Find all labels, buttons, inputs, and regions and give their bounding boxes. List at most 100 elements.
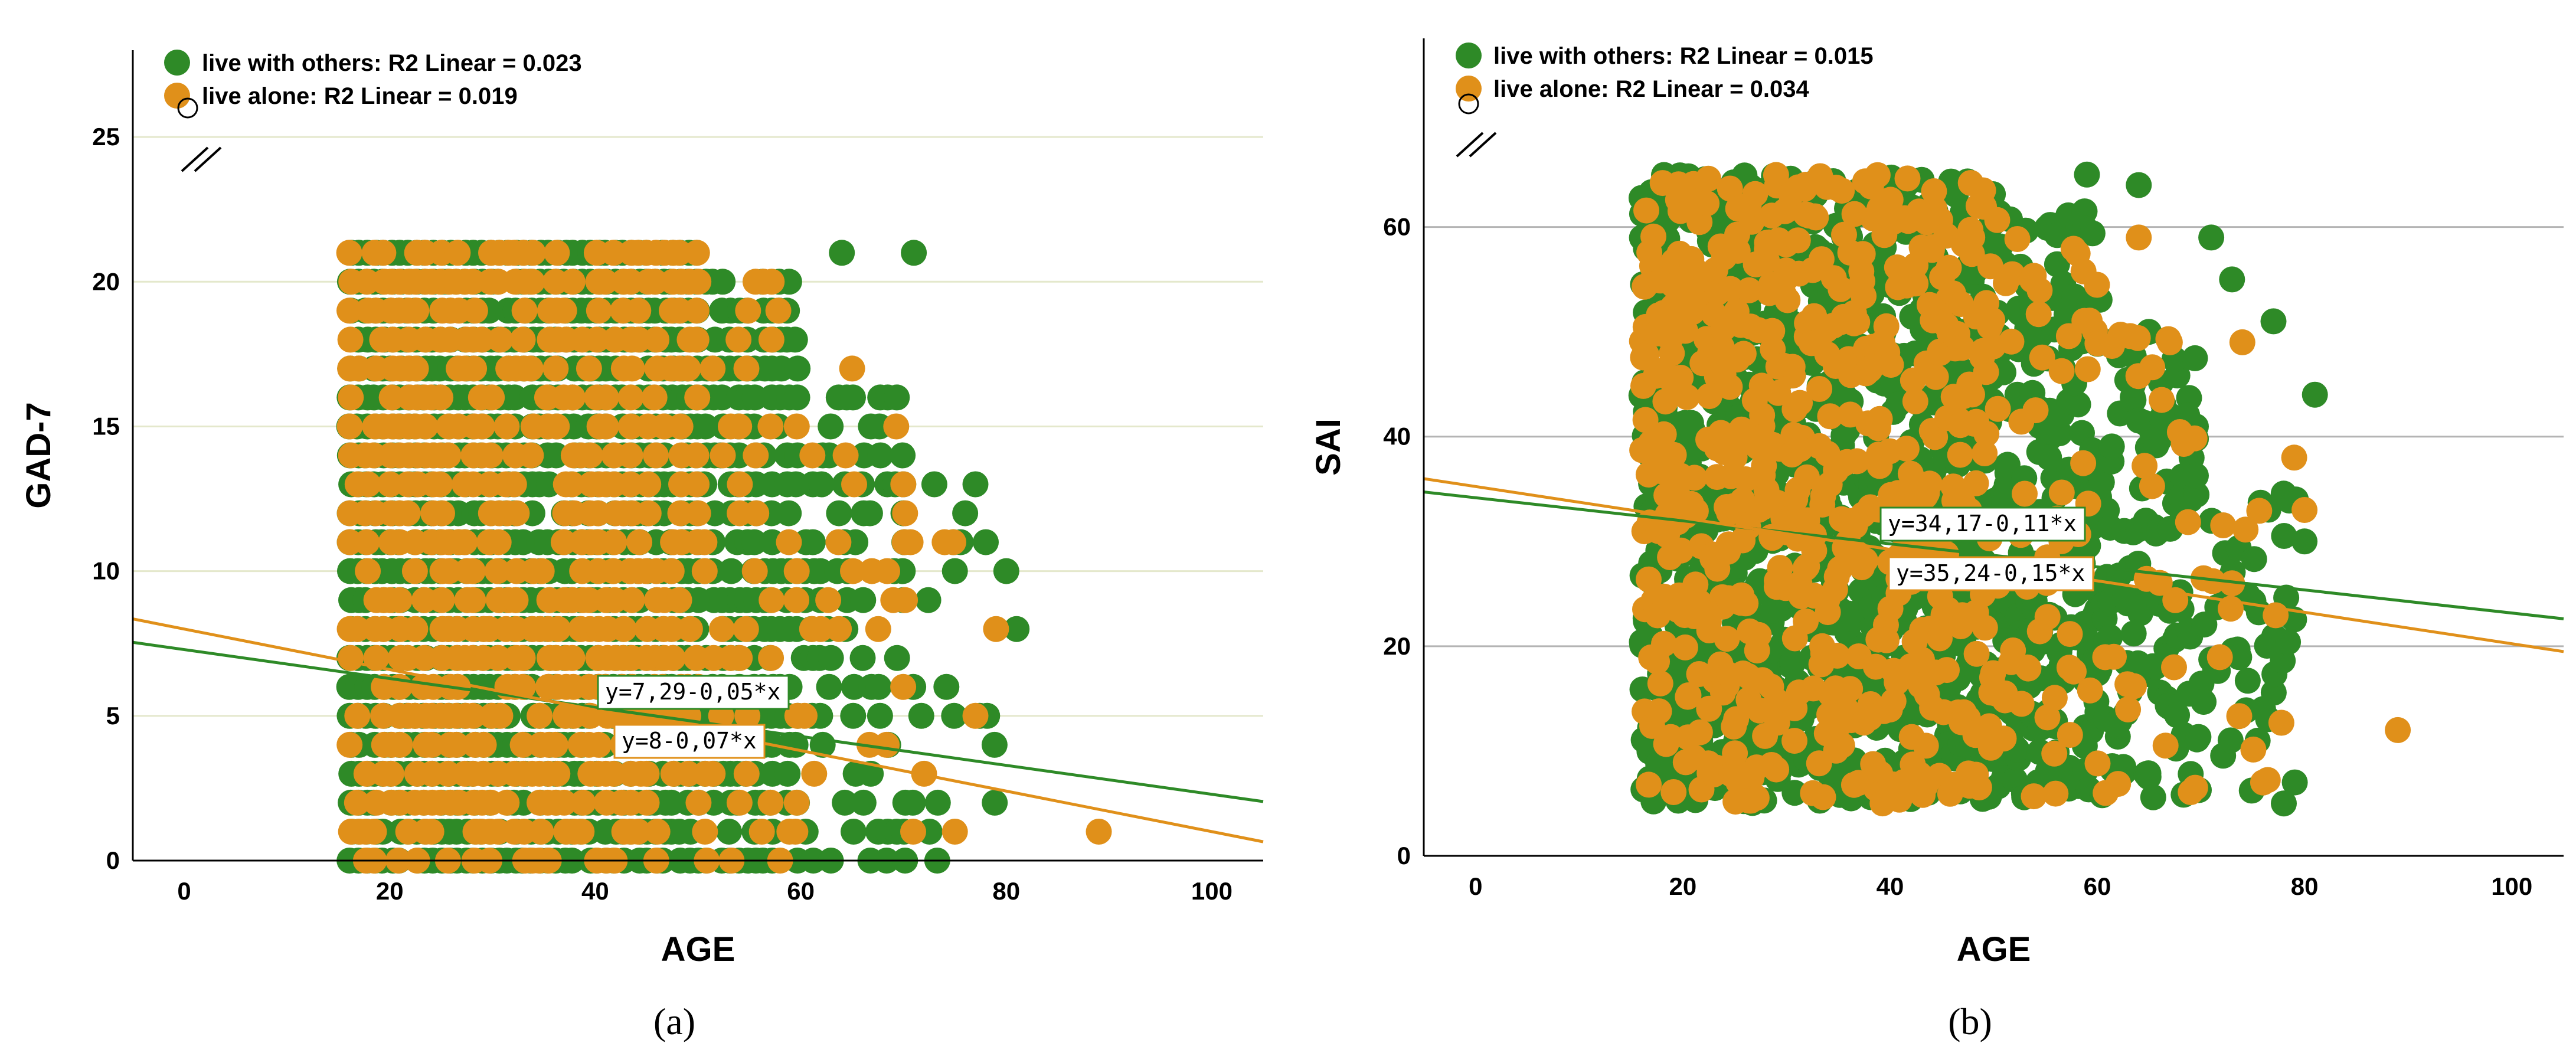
point-alone	[808, 616, 834, 642]
point-alone	[983, 616, 1009, 642]
point-alone	[444, 240, 471, 266]
point-alone	[1736, 277, 1763, 303]
point-others	[2219, 266, 2245, 293]
point-alone	[509, 731, 536, 758]
point-alone	[962, 702, 989, 729]
point-alone	[470, 731, 497, 758]
point-alone	[570, 789, 596, 816]
point-alone	[2226, 703, 2253, 730]
point-alone	[659, 645, 686, 671]
point-alone	[586, 731, 612, 758]
point-alone	[684, 384, 711, 411]
point-alone	[527, 702, 553, 729]
point-alone	[2034, 704, 2061, 731]
point-alone	[684, 240, 710, 266]
point-alone	[1714, 626, 1740, 652]
point-alone	[743, 442, 769, 469]
point-alone	[890, 471, 917, 498]
point-alone	[493, 413, 520, 440]
point-alone	[641, 384, 668, 411]
point-alone	[412, 413, 439, 440]
point-alone	[783, 789, 810, 816]
point-alone	[2029, 344, 2055, 371]
point-alone	[1636, 566, 1662, 593]
x-tick-label: 0	[177, 877, 191, 905]
point-alone	[2152, 732, 2179, 759]
point-others	[2217, 727, 2244, 754]
point-alone	[675, 355, 701, 382]
point-alone	[1675, 682, 1702, 708]
point-alone	[832, 442, 859, 469]
point-alone	[1794, 464, 1820, 490]
point-alone	[593, 384, 619, 411]
point-alone	[783, 558, 810, 584]
point-alone	[2041, 740, 2068, 767]
point-alone	[1878, 352, 1904, 378]
x-axis-label: AGE	[1957, 930, 2031, 969]
point-alone	[1837, 676, 1864, 702]
point-alone	[1728, 590, 1754, 616]
point-alone	[387, 731, 413, 758]
point-alone	[504, 500, 530, 526]
point-alone	[1824, 642, 1851, 669]
point-alone	[1651, 630, 1677, 657]
legend: live with others: R2 Linear = 0.015 live…	[1456, 42, 1874, 115]
point-alone	[726, 413, 753, 440]
point-alone	[1864, 162, 1891, 188]
point-alone	[509, 645, 536, 671]
point-alone	[559, 471, 585, 498]
x-tick-label: 80	[992, 877, 1020, 905]
point-alone	[699, 355, 726, 382]
point-alone	[1817, 403, 1843, 430]
point-alone	[411, 645, 437, 671]
point-alone	[727, 471, 753, 498]
point-others	[2271, 523, 2297, 549]
point-others	[2198, 224, 2225, 251]
data-points	[336, 240, 1112, 874]
point-alone	[2048, 358, 2075, 384]
point-alone	[460, 587, 486, 613]
point-alone	[684, 471, 710, 498]
point-alone	[355, 558, 381, 584]
point-alone	[2105, 771, 2132, 797]
point-others	[841, 819, 867, 845]
point-alone	[435, 442, 462, 469]
point-alone	[1636, 771, 1662, 798]
scatter-panel-b: 0 20 40 60 0 20 40 60 80 100 SAI AGE live with ot…	[1309, 38, 2564, 1042]
point-alone	[1681, 465, 1708, 491]
point-alone	[568, 819, 595, 845]
point-alone	[783, 587, 810, 613]
point-alone	[1913, 732, 1939, 759]
point-alone	[1894, 165, 1921, 192]
point-others	[816, 673, 842, 700]
point-others	[2241, 546, 2267, 573]
point-others	[800, 529, 826, 555]
point-alone	[403, 297, 430, 324]
point-alone	[1874, 627, 1900, 653]
y-tick-label: 25	[92, 123, 120, 151]
x-tick-label: 20	[1669, 872, 1697, 900]
point-alone	[633, 760, 660, 787]
point-alone	[1808, 246, 1835, 273]
legend-open-circle	[177, 97, 198, 119]
point-others	[2065, 391, 2091, 418]
point-alone	[2115, 696, 2142, 722]
point-others	[2074, 161, 2100, 188]
point-others	[818, 413, 844, 440]
point-alone	[1877, 187, 1904, 213]
panel-caption: (b)	[1948, 1000, 1992, 1042]
point-others	[2088, 469, 2115, 495]
point-others	[776, 500, 802, 526]
point-alone	[402, 616, 429, 642]
point-others	[1003, 616, 1030, 642]
point-others	[2164, 702, 2191, 728]
point-alone	[725, 326, 752, 353]
point-alone	[378, 760, 404, 787]
point-alone	[1779, 354, 1806, 380]
point-alone	[741, 558, 768, 584]
legend-marker-alone	[1456, 76, 1482, 102]
fit-equation-box-alone	[613, 724, 766, 759]
point-alone	[825, 529, 852, 555]
point-alone	[519, 269, 545, 295]
point-alone	[344, 616, 371, 642]
